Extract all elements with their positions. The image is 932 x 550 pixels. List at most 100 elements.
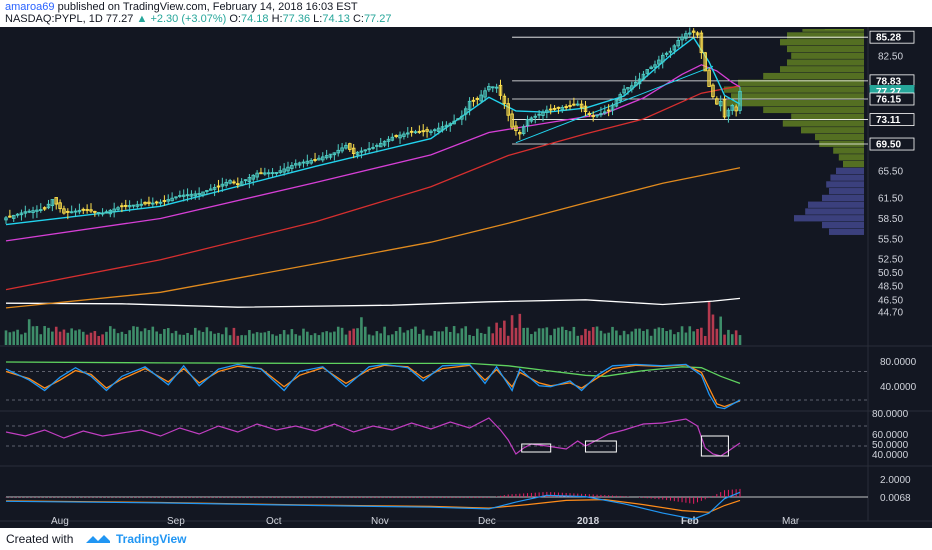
volume-bar bbox=[12, 331, 16, 345]
volume-bar bbox=[599, 330, 603, 345]
volume-bar bbox=[429, 335, 433, 345]
volume-bar bbox=[363, 326, 367, 345]
volume-bar bbox=[591, 327, 595, 345]
volume-bar bbox=[711, 314, 715, 345]
volume-bar bbox=[244, 335, 247, 345]
candle-body bbox=[54, 197, 58, 205]
volume-bar bbox=[406, 330, 410, 345]
low-label: L: bbox=[313, 13, 323, 25]
candle-body bbox=[614, 99, 619, 107]
volume-bar bbox=[47, 327, 50, 345]
candle-body bbox=[506, 103, 510, 116]
volume-bar bbox=[379, 333, 383, 345]
candle-body bbox=[143, 201, 147, 205]
volume-bar bbox=[105, 331, 108, 345]
candle-body bbox=[259, 172, 263, 175]
volume-bar bbox=[201, 331, 205, 345]
volume-bar bbox=[514, 327, 518, 345]
volume-bar bbox=[24, 332, 27, 345]
volume-bar bbox=[190, 334, 193, 345]
candle-body bbox=[351, 147, 356, 154]
price-tick-label: 50.50 bbox=[878, 268, 903, 279]
price-tick-label: 44.70 bbox=[878, 307, 903, 318]
candle-body bbox=[726, 109, 731, 117]
volume-bar bbox=[186, 332, 189, 345]
volume-bar bbox=[112, 328, 116, 345]
candle-body bbox=[483, 90, 487, 98]
candle-body bbox=[409, 130, 414, 133]
candle-body bbox=[479, 94, 483, 102]
price-chart[interactable]: 82.50 78.83 76.15 73.11 69.50 65.50 61.50 58.50… bbox=[0, 27, 932, 528]
volume-bar bbox=[518, 313, 522, 345]
candle-body bbox=[124, 204, 128, 207]
volume-bar bbox=[298, 335, 301, 345]
volume-bar bbox=[491, 333, 495, 345]
volume-bar bbox=[228, 335, 232, 345]
candle-body bbox=[332, 152, 337, 156]
candle-body bbox=[239, 181, 244, 187]
price-tick-label: 48.50 bbox=[878, 282, 903, 293]
volume-bar bbox=[657, 327, 661, 345]
candle-body bbox=[270, 172, 275, 175]
tradingview-brand[interactable]: TradingView bbox=[116, 532, 187, 546]
volume-ma-line bbox=[5, 297, 741, 308]
volume-bar bbox=[290, 329, 294, 345]
volume-bar bbox=[27, 319, 31, 345]
volume-bar bbox=[545, 327, 549, 345]
volume-bar bbox=[696, 328, 699, 345]
volume-bar bbox=[275, 335, 278, 345]
candle-body bbox=[548, 108, 553, 111]
volume-bar bbox=[615, 330, 618, 345]
volume-bar bbox=[499, 327, 502, 345]
volume-bar bbox=[557, 327, 560, 345]
author-link[interactable]: amaroa69 bbox=[5, 1, 55, 13]
volume-bar bbox=[603, 333, 607, 345]
symbol-label[interactable]: NASDAQ:PYPL, 1D bbox=[5, 13, 103, 25]
volume-bar bbox=[692, 331, 695, 345]
candle-body bbox=[514, 125, 518, 131]
volume-bar bbox=[661, 327, 665, 345]
candle-body bbox=[730, 104, 735, 111]
volume-bar bbox=[483, 333, 487, 345]
volume-bar bbox=[54, 326, 58, 345]
open-label: O: bbox=[229, 13, 241, 25]
candle-body bbox=[394, 135, 398, 137]
candle-body bbox=[85, 209, 89, 211]
volume-bar bbox=[116, 333, 120, 345]
volume-bar bbox=[533, 331, 537, 345]
rsi-tick-label: 50.0000 bbox=[872, 440, 909, 451]
volume-bar bbox=[236, 335, 240, 345]
volume-bar bbox=[282, 330, 286, 345]
candle-body bbox=[657, 59, 661, 65]
candle-body bbox=[139, 203, 143, 206]
candle-body bbox=[274, 172, 279, 174]
volume-bar bbox=[163, 329, 166, 345]
volume-profile-bar bbox=[801, 127, 864, 134]
volume-bar bbox=[738, 335, 742, 345]
volume-profile-bar bbox=[780, 66, 864, 73]
volume-bar bbox=[251, 333, 255, 345]
candle-body bbox=[305, 160, 310, 164]
candle-body bbox=[429, 130, 433, 133]
volume-bar bbox=[16, 329, 19, 345]
volume-profile-bar bbox=[738, 79, 864, 86]
candle-body bbox=[154, 201, 159, 204]
volume-bar bbox=[402, 332, 406, 345]
volume-bar bbox=[530, 334, 533, 345]
price-tick-label: 82.50 bbox=[878, 52, 903, 63]
candle-body bbox=[290, 164, 294, 169]
candle-body bbox=[618, 94, 622, 102]
candle-body bbox=[491, 86, 495, 89]
volume-bar bbox=[178, 334, 182, 345]
close-label: C: bbox=[352, 13, 364, 25]
candle-body bbox=[363, 149, 368, 152]
candle-body bbox=[344, 144, 348, 149]
volume-bar bbox=[622, 330, 626, 345]
rsi-highlight-box bbox=[584, 440, 617, 453]
candle-body bbox=[572, 103, 576, 106]
up-arrow-icon: ▲ bbox=[136, 13, 148, 25]
price-label-text: 73.11 bbox=[876, 115, 901, 126]
volume-bar bbox=[391, 334, 394, 345]
candle-body bbox=[715, 98, 719, 105]
volume-bar bbox=[74, 330, 77, 345]
